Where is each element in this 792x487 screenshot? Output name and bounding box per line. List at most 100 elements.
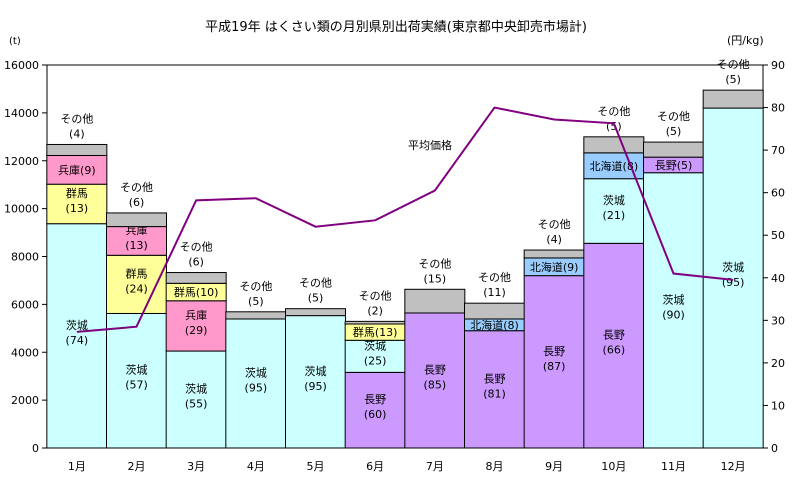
right-axis-tick-label: 90 (771, 59, 785, 72)
right-axis-tick-label: 20 (771, 357, 785, 370)
segment-label: その他 (597, 105, 630, 118)
bar-segment (344, 320, 406, 325)
bar-segment (464, 330, 525, 449)
bar-segment (46, 183, 108, 225)
x-axis-label: 11月 (661, 460, 686, 473)
left-axis-tick-label: 10000 (4, 203, 39, 216)
segment-label: その他 (180, 241, 213, 254)
segment-percent: (95) (245, 381, 268, 394)
segment-percent: (87) (543, 360, 566, 373)
segment-percent: (6) (188, 256, 204, 269)
bar-segment (285, 315, 346, 449)
bar-segment (46, 143, 108, 156)
segment-percent: (13) (66, 202, 89, 215)
bar-segment (583, 242, 645, 449)
x-axis-label: 1月 (68, 460, 86, 473)
segment-percent: (5) (666, 125, 682, 138)
segment-percent: (57) (125, 379, 148, 392)
segment-label: 茨城 (722, 260, 744, 274)
left-axis-tick-label: 8000 (11, 251, 39, 264)
segment-percent: (60) (364, 408, 387, 421)
right-axis-tick-label: 60 (771, 187, 785, 200)
segment-label: 北海道(8) (470, 318, 519, 332)
bar-segment (464, 302, 525, 320)
segment-percent: (25) (364, 354, 387, 367)
segment-label: 兵庫(9) (58, 163, 96, 177)
bar-segment (643, 141, 704, 158)
segment-label: 長野(5) (655, 159, 693, 172)
bar-segment (106, 312, 167, 449)
bar-segment (643, 172, 704, 449)
segment-percent: (66) (603, 344, 626, 357)
segment-label: 群馬(13) (353, 325, 398, 339)
segment-label: その他 (299, 277, 332, 290)
segment-label: その他 (478, 271, 511, 284)
price-line (76, 106, 734, 333)
segment-label: 茨城 (364, 338, 386, 352)
segment-percent: (5) (308, 292, 324, 305)
segment-percent: (5) (248, 295, 264, 308)
bar-segment (404, 288, 466, 314)
segment-percent: (11) (483, 286, 506, 299)
segment-percent: (15) (424, 272, 447, 285)
segment-label: その他 (657, 110, 690, 123)
segment-percent: (21) (603, 209, 626, 222)
bar-segment (583, 136, 645, 154)
segment-percent: (29) (185, 324, 208, 337)
left-axis-tick-label: 6000 (11, 298, 39, 311)
segment-label: 茨城 (305, 364, 327, 378)
segment-label: その他 (717, 58, 750, 71)
bar-segment (165, 300, 227, 352)
segment-label: その他 (239, 280, 272, 293)
segment-percent: (90) (662, 308, 685, 321)
bar-segment (285, 308, 346, 317)
segment-label: 長野 (484, 372, 506, 385)
segment-label: 茨城 (185, 382, 207, 396)
x-axis-label: 6月 (366, 460, 384, 473)
right-axis-tick-label: 10 (771, 399, 785, 412)
chart-title: 平成19年 はくさい類の月別県別出荷実績(東京都中央卸売市場計) (205, 20, 587, 35)
segment-percent: (85) (424, 378, 447, 391)
bar-segment (225, 311, 287, 320)
segment-percent: (13) (125, 239, 148, 252)
segment-percent: (24) (125, 282, 148, 295)
segment-percent: (5) (606, 120, 622, 133)
segment-label: 群馬 (66, 186, 88, 200)
left-axis-tick-label: 0 (32, 442, 39, 455)
right-axis-tick-label: 70 (771, 144, 785, 157)
x-axis-label: 12月 (721, 460, 746, 473)
segment-label: 長野 (543, 345, 565, 358)
bar-segment (702, 89, 764, 109)
right-axis-tick-label: 30 (771, 314, 785, 327)
segment-label: 茨城 (245, 365, 267, 379)
segment-label: 長野 (424, 363, 446, 376)
price-line-label: 平均価格 (408, 138, 452, 152)
right-axis-tick-label: 40 (771, 272, 785, 285)
segment-label: 茨城 (126, 363, 148, 377)
left-axis-tick-label: 14000 (4, 107, 39, 120)
x-axis-label: 2月 (128, 460, 146, 473)
bar-segment (583, 152, 645, 180)
x-axis-label: 5月 (307, 460, 325, 473)
segment-percent: (55) (185, 398, 208, 411)
x-axis-label: 10月 (601, 460, 626, 473)
x-axis-label: 7月 (426, 460, 444, 473)
segment-percent: (4) (69, 127, 85, 140)
segment-label: その他 (60, 112, 93, 125)
bar-segment (46, 154, 108, 185)
left-axis-unit: (t) (9, 36, 21, 47)
segment-percent: (6) (129, 196, 145, 209)
segment-label: 茨城 (663, 292, 685, 306)
x-axis-label: 4月 (247, 460, 265, 473)
segment-percent: (4) (546, 233, 562, 246)
bar-segment (523, 249, 585, 259)
x-axis-label: 3月 (187, 460, 205, 473)
segment-label: 北海道(8) (590, 159, 639, 173)
bar-segment (523, 275, 585, 449)
segment-label: 群馬 (126, 266, 148, 280)
segment-percent: (95) (722, 276, 745, 289)
bar-segment (165, 272, 227, 284)
left-axis-tick-label: 12000 (4, 155, 39, 168)
bar-segment (106, 212, 167, 228)
